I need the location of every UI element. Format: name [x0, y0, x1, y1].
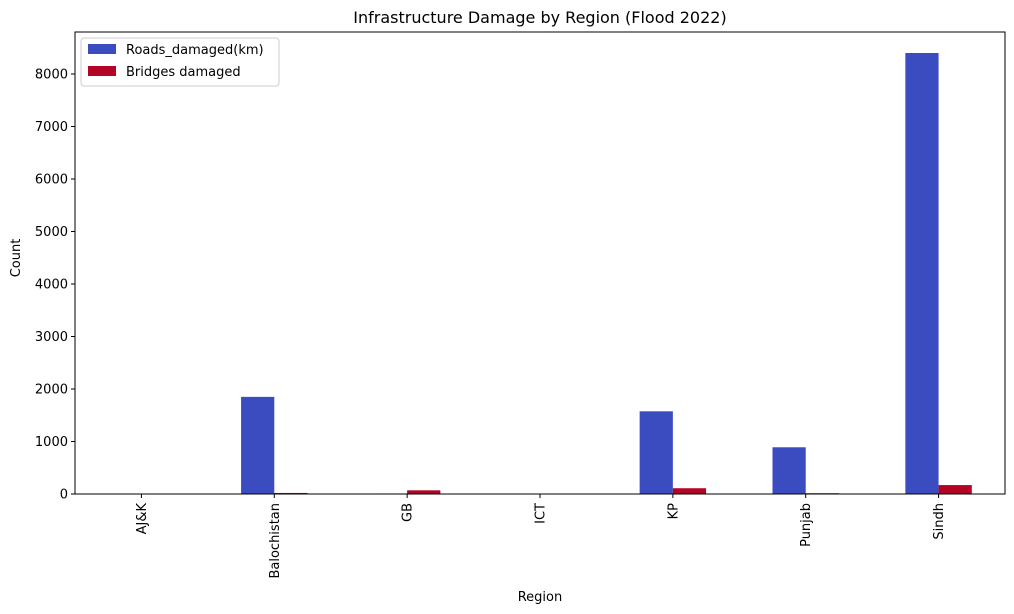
bar-roads-5	[772, 447, 806, 494]
y-tick-label: 8000	[35, 68, 68, 83]
chart-title: Infrastructure Damage by Region (Flood 2…	[353, 8, 726, 27]
bar-bridges-4	[672, 488, 707, 494]
legend-box	[80, 37, 280, 87]
x-tick-label: Sindh	[932, 503, 947, 540]
y-tick-label: 2000	[35, 383, 68, 398]
bar-roads-1	[241, 396, 275, 494]
plot-frame	[74, 31, 1006, 495]
bar-bridges-2	[407, 490, 441, 494]
y-tick-label: 6000	[35, 173, 68, 188]
bar-bridges-6	[938, 485, 972, 494]
x-tick-label: AJ&K	[135, 503, 150, 535]
legend: Roads_damaged(km) Bridges damaged	[80, 37, 280, 87]
bar-roads-4	[639, 411, 673, 494]
x-axis-label: Region	[518, 590, 563, 605]
y-tick-label: 3000	[35, 330, 68, 345]
y-tick-label: 7000	[35, 120, 68, 135]
legend-swatch	[88, 44, 116, 54]
legend-label: Roads_damaged(km)	[126, 43, 264, 58]
x-tick-label: ICT	[534, 503, 549, 524]
bar-bridges-1	[274, 492, 308, 494]
y-tick-label: 5000	[35, 225, 68, 240]
x-tick-label: GB	[401, 503, 416, 522]
legend-swatch	[88, 66, 116, 76]
bars-group	[241, 53, 972, 494]
y-tick-label: 0	[60, 488, 68, 503]
x-tick-label: Punjab	[799, 503, 814, 547]
y-tick-label: 1000	[35, 435, 68, 450]
x-tick-label: KP	[666, 503, 681, 520]
y-tick-label: 4000	[35, 278, 68, 293]
legend-label: Bridges damaged	[126, 65, 241, 80]
y-axis-label: Count	[9, 239, 24, 278]
x-tick-label: Balochistan	[268, 503, 283, 579]
bar-roads-6	[905, 53, 939, 494]
x-axis-ticks: AJ&K Balochistan GB ICT KP Punjab Sindh	[135, 494, 947, 579]
y-axis-ticks: 0 1000 2000 3000 4000 5000 6000 7000 8000	[35, 68, 75, 503]
